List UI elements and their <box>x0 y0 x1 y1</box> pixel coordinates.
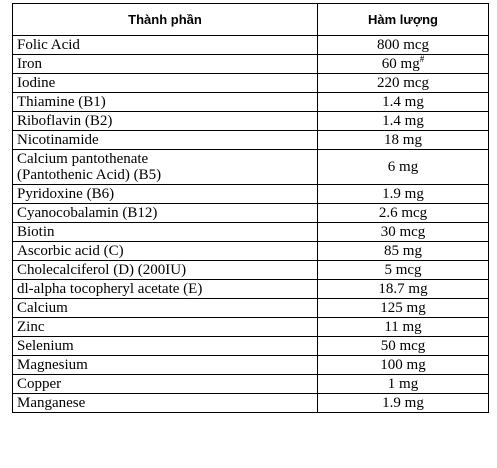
table-row: Pyridoxine (B6) 1.9 mg <box>12 184 489 204</box>
row-amount: 5 mcg <box>317 260 489 280</box>
table-row: Calcium 125 mg <box>12 298 489 318</box>
table-row: Cyanocobalamin (B12) 2.6 mcg <box>12 203 489 223</box>
row-name: Nicotinamide <box>12 130 318 150</box>
nutrient-table: Thành phần Hàm lượng Folic Acid 800 mcg … <box>12 3 489 413</box>
row-amount: 85 mg <box>317 241 489 261</box>
table-row: Iron 60 mg# <box>12 54 489 74</box>
row-amount: 18.7 mg <box>317 279 489 299</box>
row-name: Thiamine (B1) <box>12 92 318 112</box>
table-row: Ascorbic acid (C) 85 mg <box>12 241 489 261</box>
row-amount: 100 mg <box>317 355 489 375</box>
row-name: Zinc <box>12 317 318 337</box>
table-row: Folic Acid 800 mcg <box>12 35 489 55</box>
row-amount: 30 mcg <box>317 222 489 242</box>
table-row: Calcium pantothenate (Pantothenic Acid) … <box>12 149 489 185</box>
row-name: Pyridoxine (B6) <box>12 184 318 204</box>
row-amount: 11 mg <box>317 317 489 337</box>
row-name: Iodine <box>12 73 318 93</box>
table-row: Thiamine (B1) 1.4 mg <box>12 92 489 112</box>
row-name: Cyanocobalamin (B12) <box>12 203 318 223</box>
row-name: Cholecalciferol (D) (200IU) <box>12 260 318 280</box>
table-row: Biotin 30 mcg <box>12 222 489 242</box>
table-row: Zinc 11 mg <box>12 317 489 337</box>
row-name: dl-alpha tocopheryl acetate (E) <box>12 279 318 299</box>
table-row: Copper 1 mg <box>12 374 489 394</box>
row-name: Selenium <box>12 336 318 356</box>
row-name-line-2: (Pantothenic Acid) (B5) <box>17 167 162 183</box>
row-amount: 6 mg <box>317 149 489 185</box>
row-amount: 125 mg <box>317 298 489 318</box>
row-amount: 1.9 mg <box>317 393 489 413</box>
table-row: Manganese 1.9 mg <box>12 393 489 413</box>
row-name-line-1: Calcium pantothenate <box>17 151 149 167</box>
row-name: Calcium pantothenate (Pantothenic Acid) … <box>12 149 318 185</box>
header-component: Thành phần <box>12 3 318 36</box>
table-row: Cholecalciferol (D) (200IU) 5 mcg <box>12 260 489 280</box>
row-amount: 1.4 mg <box>317 92 489 112</box>
row-amount: 50 mcg <box>317 336 489 356</box>
table-header-row: Thành phần Hàm lượng <box>12 3 489 36</box>
row-amount: 800 mcg <box>317 35 489 55</box>
row-name: Folic Acid <box>12 35 318 55</box>
table-row: Selenium 50 mcg <box>12 336 489 356</box>
row-name: Calcium <box>12 298 318 318</box>
table-row: Nicotinamide 18 mg <box>12 130 489 150</box>
row-name: Biotin <box>12 222 318 242</box>
row-amount-value: 60 mg <box>381 56 420 72</box>
table-row: Magnesium 100 mg <box>12 355 489 375</box>
row-amount: 60 mg# <box>317 54 489 74</box>
row-name: Riboflavin (B2) <box>12 111 318 131</box>
table-row: Iodine 220 mcg <box>12 73 489 93</box>
row-name: Copper <box>12 374 318 394</box>
row-name: Iron <box>12 54 318 74</box>
row-name: Ascorbic acid (C) <box>12 241 318 261</box>
row-amount-footnote-mark: # <box>419 54 425 64</box>
table-row: dl-alpha tocopheryl acetate (E) 18.7 mg <box>12 279 489 299</box>
row-amount: 1.4 mg <box>317 111 489 131</box>
row-name: Manganese <box>12 393 318 413</box>
row-amount: 18 mg <box>317 130 489 150</box>
row-amount: 1.9 mg <box>317 184 489 204</box>
row-amount: 2.6 mcg <box>317 203 489 223</box>
header-amount: Hàm lượng <box>317 3 489 36</box>
nutrient-table-container: Thành phần Hàm lượng Folic Acid 800 mcg … <box>12 3 489 413</box>
row-amount: 220 mcg <box>317 73 489 93</box>
row-amount: 1 mg <box>317 374 489 394</box>
table-row: Riboflavin (B2) 1.4 mg <box>12 111 489 131</box>
row-name: Magnesium <box>12 355 318 375</box>
